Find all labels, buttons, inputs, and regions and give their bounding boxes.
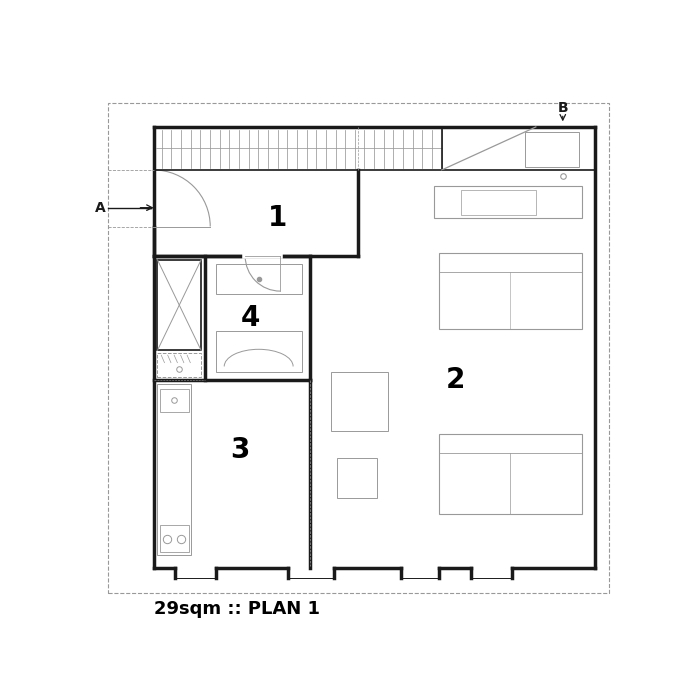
Text: 4: 4 [241, 304, 260, 332]
Bar [439, 254, 582, 329]
Bar [159, 525, 189, 552]
Text: A: A [94, 201, 106, 215]
Text: 1: 1 [268, 204, 287, 233]
Bar [215, 331, 302, 372]
Bar [159, 389, 189, 412]
Text: 29sqm :: PLAN 1: 29sqm :: PLAN 1 [154, 600, 319, 618]
Text: B: B [557, 101, 568, 115]
Bar [215, 264, 302, 294]
Bar [337, 458, 377, 498]
Bar [157, 260, 201, 350]
Bar [157, 384, 192, 555]
Bar [461, 190, 536, 215]
Bar [157, 353, 201, 377]
Text: 3: 3 [230, 436, 250, 464]
Bar [331, 372, 388, 431]
Text: 2: 2 [445, 366, 465, 394]
Bar [525, 132, 579, 167]
Bar [439, 433, 582, 514]
Bar [433, 186, 582, 218]
